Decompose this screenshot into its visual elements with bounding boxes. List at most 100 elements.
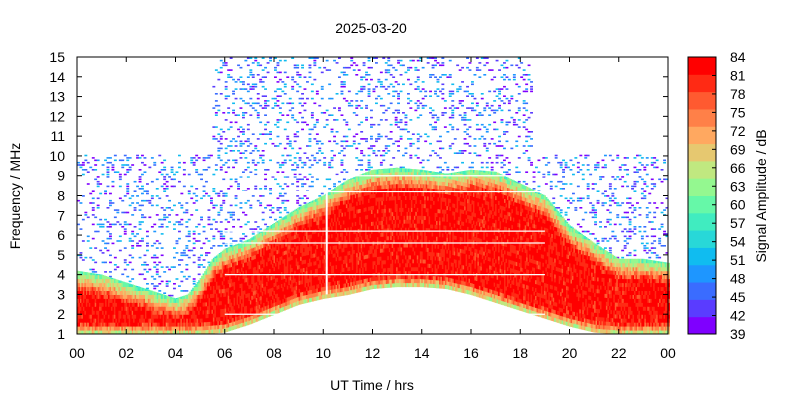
noise-cell <box>505 173 509 176</box>
noise-cell <box>244 88 248 90</box>
signal-cell <box>82 278 85 284</box>
signal-cell <box>164 326 167 331</box>
noise-cell <box>141 216 144 219</box>
signal-cell <box>282 235 285 240</box>
noise-cell <box>608 185 612 188</box>
noise-cell <box>261 107 265 109</box>
signal-cell <box>249 319 252 325</box>
noise-cell <box>246 76 250 78</box>
signal-cell <box>257 289 260 294</box>
noise-cell <box>278 59 282 62</box>
signal-cell <box>85 298 88 303</box>
signal-cell <box>174 310 177 315</box>
noise-cell <box>106 171 110 173</box>
noise-cell <box>217 211 221 214</box>
noise-cell <box>242 83 245 86</box>
noise-cell <box>195 209 199 211</box>
noise-cell <box>604 237 607 240</box>
noise-cell <box>109 202 112 204</box>
noise-cell <box>601 240 605 242</box>
noise-cell <box>227 145 231 147</box>
signal-cell <box>90 302 93 307</box>
noise-cell <box>495 154 499 157</box>
signal-cell <box>249 299 252 305</box>
signal-cell <box>128 322 131 327</box>
signal-cell <box>303 220 306 225</box>
signal-cell <box>85 310 88 315</box>
noise-cell <box>296 202 300 204</box>
noise-cell <box>621 185 625 188</box>
noise-cell <box>214 164 218 166</box>
noise-cell <box>475 102 479 105</box>
signal-cell <box>306 282 308 288</box>
signal-cell <box>147 294 150 299</box>
signal-cell <box>201 329 204 335</box>
signal-cell <box>261 259 264 264</box>
noise-cell <box>264 169 267 171</box>
noise-cell <box>123 195 127 197</box>
noise-cell <box>148 268 152 271</box>
signal-cell <box>301 248 304 253</box>
signal-cell <box>100 314 103 319</box>
noise-cell <box>320 142 324 145</box>
signal-cell <box>201 306 204 311</box>
signal-cell <box>87 274 90 280</box>
noise-cell <box>323 157 327 159</box>
signal-cell <box>282 282 285 288</box>
signal-cell <box>242 278 245 284</box>
signal-cell <box>199 282 202 287</box>
signal-cell <box>78 298 81 303</box>
noise-cell <box>237 185 240 188</box>
signal-cell <box>249 280 252 285</box>
signal-cell <box>298 248 301 254</box>
noise-cell <box>665 197 669 200</box>
signal-cell <box>88 278 91 284</box>
signal-cell <box>300 276 303 281</box>
signal-cell <box>239 263 242 269</box>
noise-cell <box>283 93 287 95</box>
noise-cell <box>123 228 127 230</box>
noise-cell <box>559 195 563 197</box>
signal-cell <box>227 287 230 292</box>
signal-cell <box>186 294 189 299</box>
signal-cell <box>189 326 192 331</box>
signal-cell <box>125 298 128 303</box>
signal-cell <box>294 222 297 228</box>
signal-cell <box>289 275 292 281</box>
noise-cell <box>434 114 437 116</box>
noise-cell <box>559 209 563 211</box>
noise-cell <box>640 235 644 238</box>
noise-cell <box>170 266 174 268</box>
noise-cell <box>581 164 585 166</box>
signal-cell <box>136 306 139 311</box>
signal-cell <box>273 254 276 260</box>
noise-cell <box>416 88 420 90</box>
signal-cell <box>93 310 96 315</box>
signal-cell <box>266 281 269 286</box>
signal-cell <box>264 258 267 263</box>
noise-cell <box>239 81 243 83</box>
noise-cell <box>623 240 627 242</box>
signal-cell <box>280 283 283 288</box>
noise-cell <box>441 62 445 64</box>
noise-cell <box>448 59 452 62</box>
noise-cell <box>202 226 206 228</box>
noise-cell <box>296 180 300 183</box>
signal-cell <box>279 220 282 226</box>
signal-cell <box>246 245 249 250</box>
signal-cell <box>97 318 100 323</box>
signal-cell <box>292 286 295 292</box>
signal-cell <box>170 306 173 311</box>
noise-cell <box>628 221 632 223</box>
signal-cell <box>298 284 301 289</box>
signal-cell <box>210 305 212 310</box>
signal-cell <box>199 306 202 311</box>
noise-cell <box>414 109 418 112</box>
noise-cell <box>138 169 142 171</box>
signal-cell <box>248 260 251 266</box>
signal-cell <box>217 265 220 270</box>
signal-cell <box>297 217 300 223</box>
signal-cell <box>77 286 79 291</box>
signal-cell <box>80 330 82 335</box>
signal-cell <box>105 290 108 295</box>
